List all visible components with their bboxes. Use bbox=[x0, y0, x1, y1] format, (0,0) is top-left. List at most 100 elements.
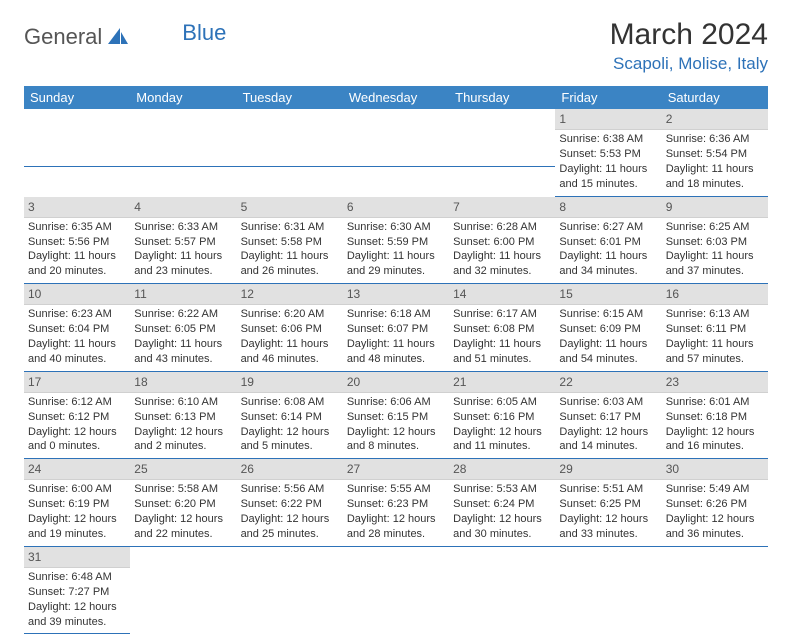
day-number: 19 bbox=[237, 372, 343, 393]
day-number: 30 bbox=[662, 459, 768, 480]
sunset-text: Sunset: 6:25 PM bbox=[559, 497, 657, 512]
day-body: Sunrise: 5:53 AMSunset: 6:24 PMDaylight:… bbox=[449, 480, 555, 546]
calendar-row: 1Sunrise: 6:38 AMSunset: 5:53 PMDaylight… bbox=[24, 109, 768, 197]
day-number: 17 bbox=[24, 372, 130, 393]
day-number: 1 bbox=[555, 109, 661, 130]
daylight-text: Daylight: 12 hours and 19 minutes. bbox=[28, 512, 126, 542]
sunrise-text: Sunrise: 6:35 AM bbox=[28, 220, 126, 235]
calendar-cell bbox=[555, 547, 661, 634]
sunset-text: Sunset: 6:14 PM bbox=[241, 410, 339, 425]
sunset-text: Sunset: 6:00 PM bbox=[453, 235, 551, 250]
day-body: Sunrise: 6:31 AMSunset: 5:58 PMDaylight:… bbox=[237, 218, 343, 284]
daylight-text: Daylight: 12 hours and 2 minutes. bbox=[134, 425, 232, 455]
daylight-text: Daylight: 11 hours and 34 minutes. bbox=[559, 249, 657, 279]
daylight-text: Daylight: 12 hours and 33 minutes. bbox=[559, 512, 657, 542]
day-number: 7 bbox=[449, 197, 555, 218]
sunrise-text: Sunrise: 6:06 AM bbox=[347, 395, 445, 410]
day-body: Sunrise: 6:10 AMSunset: 6:13 PMDaylight:… bbox=[130, 393, 236, 459]
calendar-cell: 7Sunrise: 6:28 AMSunset: 6:00 PMDaylight… bbox=[449, 197, 555, 285]
calendar-cell bbox=[343, 109, 449, 197]
sunset-text: Sunset: 6:08 PM bbox=[453, 322, 551, 337]
calendar-cell: 24Sunrise: 6:00 AMSunset: 6:19 PMDayligh… bbox=[24, 459, 130, 547]
day-number: 16 bbox=[662, 284, 768, 305]
weekday-header: Friday bbox=[555, 86, 661, 109]
day-body: Sunrise: 6:28 AMSunset: 6:00 PMDaylight:… bbox=[449, 218, 555, 284]
month-title: March 2024 bbox=[610, 18, 768, 52]
sunrise-text: Sunrise: 6:27 AM bbox=[559, 220, 657, 235]
logo: General Blue bbox=[24, 24, 226, 50]
calendar-cell: 21Sunrise: 6:05 AMSunset: 6:16 PMDayligh… bbox=[449, 372, 555, 460]
day-body: Sunrise: 6:15 AMSunset: 6:09 PMDaylight:… bbox=[555, 305, 661, 371]
daylight-text: Daylight: 12 hours and 8 minutes. bbox=[347, 425, 445, 455]
sail-icon bbox=[106, 26, 130, 51]
sunrise-text: Sunrise: 6:08 AM bbox=[241, 395, 339, 410]
day-body: Sunrise: 6:23 AMSunset: 6:04 PMDaylight:… bbox=[24, 305, 130, 371]
day-number: 22 bbox=[555, 372, 661, 393]
day-body: Sunrise: 6:00 AMSunset: 6:19 PMDaylight:… bbox=[24, 480, 130, 546]
calendar-cell: 1Sunrise: 6:38 AMSunset: 5:53 PMDaylight… bbox=[555, 109, 661, 197]
sunset-text: Sunset: 5:56 PM bbox=[28, 235, 126, 250]
calendar-cell: 30Sunrise: 5:49 AMSunset: 6:26 PMDayligh… bbox=[662, 459, 768, 547]
calendar-cell: 2Sunrise: 6:36 AMSunset: 5:54 PMDaylight… bbox=[662, 109, 768, 197]
sunrise-text: Sunrise: 5:55 AM bbox=[347, 482, 445, 497]
calendar-cell: 9Sunrise: 6:25 AMSunset: 6:03 PMDaylight… bbox=[662, 197, 768, 285]
day-number: 18 bbox=[130, 372, 236, 393]
calendar-cell: 13Sunrise: 6:18 AMSunset: 6:07 PMDayligh… bbox=[343, 284, 449, 372]
calendar-row: 10Sunrise: 6:23 AMSunset: 6:04 PMDayligh… bbox=[24, 284, 768, 372]
sunset-text: Sunset: 5:57 PM bbox=[134, 235, 232, 250]
calendar-row: 24Sunrise: 6:00 AMSunset: 6:19 PMDayligh… bbox=[24, 459, 768, 547]
day-body: Sunrise: 5:56 AMSunset: 6:22 PMDaylight:… bbox=[237, 480, 343, 546]
sunset-text: Sunset: 6:07 PM bbox=[347, 322, 445, 337]
calendar-cell: 11Sunrise: 6:22 AMSunset: 6:05 PMDayligh… bbox=[130, 284, 236, 372]
day-body: Sunrise: 6:20 AMSunset: 6:06 PMDaylight:… bbox=[237, 305, 343, 371]
sunrise-text: Sunrise: 5:51 AM bbox=[559, 482, 657, 497]
calendar-cell bbox=[662, 547, 768, 634]
sunrise-text: Sunrise: 6:03 AM bbox=[559, 395, 657, 410]
sunset-text: Sunset: 6:20 PM bbox=[134, 497, 232, 512]
sunrise-text: Sunrise: 6:17 AM bbox=[453, 307, 551, 322]
sunrise-text: Sunrise: 6:01 AM bbox=[666, 395, 764, 410]
sunset-text: Sunset: 5:58 PM bbox=[241, 235, 339, 250]
daylight-text: Daylight: 11 hours and 46 minutes. bbox=[241, 337, 339, 367]
calendar-cell bbox=[130, 109, 236, 197]
day-number: 14 bbox=[449, 284, 555, 305]
calendar-cell: 18Sunrise: 6:10 AMSunset: 6:13 PMDayligh… bbox=[130, 372, 236, 460]
sunrise-text: Sunrise: 6:00 AM bbox=[28, 482, 126, 497]
calendar-cell bbox=[449, 109, 555, 197]
sunrise-text: Sunrise: 6:23 AM bbox=[28, 307, 126, 322]
calendar-row: 17Sunrise: 6:12 AMSunset: 6:12 PMDayligh… bbox=[24, 372, 768, 460]
calendar-cell: 29Sunrise: 5:51 AMSunset: 6:25 PMDayligh… bbox=[555, 459, 661, 547]
calendar-cell bbox=[24, 109, 130, 197]
calendar-cell: 19Sunrise: 6:08 AMSunset: 6:14 PMDayligh… bbox=[237, 372, 343, 460]
logo-text-blue: Blue bbox=[182, 20, 226, 46]
day-body-empty bbox=[24, 109, 130, 167]
sunrise-text: Sunrise: 6:05 AM bbox=[453, 395, 551, 410]
calendar-cell bbox=[237, 109, 343, 197]
day-body: Sunrise: 6:01 AMSunset: 6:18 PMDaylight:… bbox=[662, 393, 768, 459]
sunset-text: Sunset: 6:23 PM bbox=[347, 497, 445, 512]
daylight-text: Daylight: 11 hours and 26 minutes. bbox=[241, 249, 339, 279]
calendar-cell: 23Sunrise: 6:01 AMSunset: 6:18 PMDayligh… bbox=[662, 372, 768, 460]
day-body: Sunrise: 6:33 AMSunset: 5:57 PMDaylight:… bbox=[130, 218, 236, 284]
sunset-text: Sunset: 6:11 PM bbox=[666, 322, 764, 337]
day-body-empty bbox=[237, 109, 343, 167]
daylight-text: Daylight: 12 hours and 39 minutes. bbox=[28, 600, 126, 630]
day-body: Sunrise: 6:38 AMSunset: 5:53 PMDaylight:… bbox=[555, 130, 661, 196]
sunrise-text: Sunrise: 6:25 AM bbox=[666, 220, 764, 235]
daylight-text: Daylight: 12 hours and 30 minutes. bbox=[453, 512, 551, 542]
daylight-text: Daylight: 12 hours and 14 minutes. bbox=[559, 425, 657, 455]
calendar-cell: 26Sunrise: 5:56 AMSunset: 6:22 PMDayligh… bbox=[237, 459, 343, 547]
day-body: Sunrise: 5:49 AMSunset: 6:26 PMDaylight:… bbox=[662, 480, 768, 546]
calendar-cell: 25Sunrise: 5:58 AMSunset: 6:20 PMDayligh… bbox=[130, 459, 236, 547]
weekday-header-row: Sunday Monday Tuesday Wednesday Thursday… bbox=[24, 86, 768, 109]
sunset-text: Sunset: 6:17 PM bbox=[559, 410, 657, 425]
day-body: Sunrise: 5:55 AMSunset: 6:23 PMDaylight:… bbox=[343, 480, 449, 546]
sunset-text: Sunset: 6:01 PM bbox=[559, 235, 657, 250]
sunset-text: Sunset: 6:03 PM bbox=[666, 235, 764, 250]
sunrise-text: Sunrise: 6:36 AM bbox=[666, 132, 764, 147]
sunset-text: Sunset: 6:19 PM bbox=[28, 497, 126, 512]
sunset-text: Sunset: 6:24 PM bbox=[453, 497, 551, 512]
sunrise-text: Sunrise: 6:15 AM bbox=[559, 307, 657, 322]
daylight-text: Daylight: 11 hours and 54 minutes. bbox=[559, 337, 657, 367]
day-body-empty bbox=[130, 109, 236, 167]
